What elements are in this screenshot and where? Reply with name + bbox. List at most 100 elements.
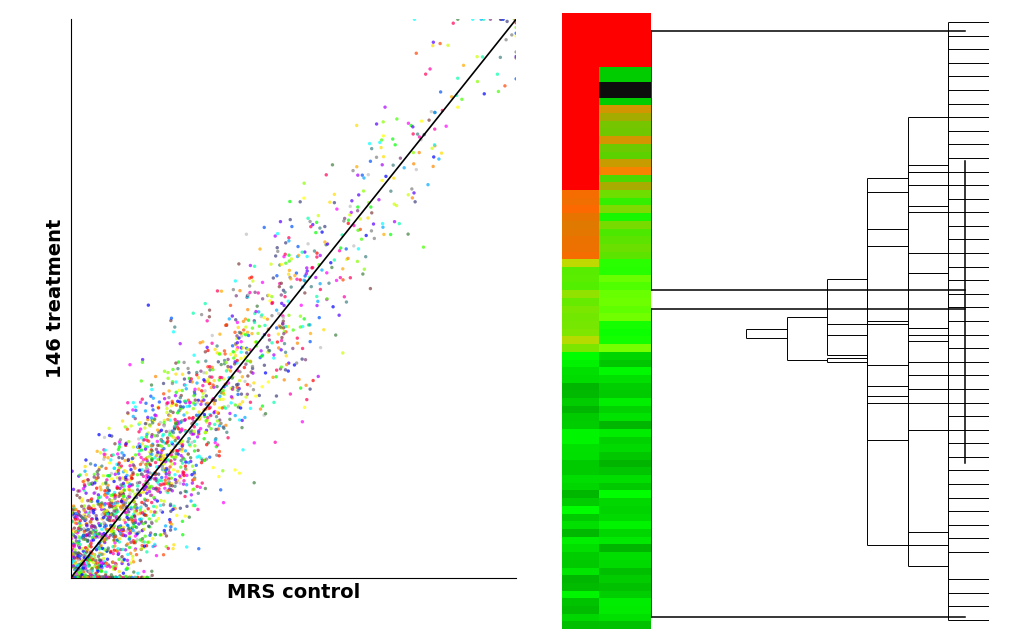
Point: [215, 422, 232, 432]
Point: [386, 140, 402, 150]
Point: [94, 530, 110, 540]
Point: [109, 483, 125, 493]
Point: [165, 465, 181, 475]
Point: [348, 120, 364, 130]
Point: [167, 524, 183, 534]
Point: [405, 159, 422, 169]
Point: [208, 407, 224, 417]
Point: [141, 521, 157, 532]
Point: [508, 14, 524, 24]
Point: [413, 116, 430, 126]
Point: [67, 572, 83, 582]
Point: [334, 230, 350, 240]
Point: [148, 411, 164, 421]
Point: [224, 341, 241, 351]
Point: [186, 426, 202, 437]
Point: [64, 555, 80, 566]
Point: [508, 14, 524, 24]
Point: [151, 469, 167, 480]
Point: [102, 501, 118, 511]
Point: [241, 315, 257, 325]
Point: [84, 572, 100, 582]
Point: [98, 559, 114, 569]
Point: [125, 567, 142, 577]
Point: [153, 455, 169, 465]
Bar: [599, 329, 650, 336]
Point: [301, 320, 317, 330]
Point: [73, 532, 89, 542]
Point: [156, 415, 172, 426]
Point: [174, 436, 190, 446]
Point: [128, 506, 145, 516]
Point: [325, 302, 341, 312]
Point: [114, 416, 130, 426]
Bar: [599, 583, 650, 591]
Point: [97, 498, 113, 508]
Point: [82, 572, 98, 582]
Point: [95, 544, 111, 554]
Point: [350, 170, 366, 180]
Point: [163, 446, 179, 456]
Point: [94, 532, 110, 542]
Point: [80, 520, 96, 530]
Point: [228, 379, 245, 390]
Point: [474, 52, 490, 62]
Point: [99, 471, 115, 481]
Point: [71, 532, 87, 542]
Point: [115, 491, 131, 501]
Point: [115, 497, 131, 507]
Point: [140, 442, 156, 452]
Point: [146, 501, 162, 512]
Point: [93, 504, 109, 514]
Point: [154, 476, 170, 486]
Point: [296, 247, 312, 257]
Point: [192, 412, 208, 422]
Point: [65, 572, 81, 582]
Point: [349, 162, 365, 172]
Point: [164, 396, 180, 406]
Point: [103, 572, 119, 582]
Point: [122, 480, 139, 490]
Point: [203, 383, 219, 393]
Point: [223, 373, 240, 383]
Point: [155, 462, 171, 473]
Point: [80, 525, 96, 535]
Point: [139, 453, 155, 463]
Point: [144, 482, 160, 492]
Point: [157, 464, 173, 474]
Point: [122, 528, 139, 538]
Point: [133, 544, 150, 555]
Point: [186, 350, 202, 360]
Point: [114, 530, 130, 540]
Bar: [599, 74, 650, 82]
Point: [503, 30, 520, 40]
Point: [207, 438, 223, 448]
Point: [163, 456, 179, 466]
Point: [83, 521, 99, 532]
Point: [508, 14, 524, 24]
Point: [89, 446, 105, 456]
Bar: [561, 467, 599, 475]
Point: [176, 476, 192, 486]
Point: [193, 366, 209, 376]
Point: [92, 492, 108, 502]
Point: [70, 514, 86, 525]
Point: [154, 473, 170, 483]
Point: [197, 386, 213, 396]
Point: [78, 525, 94, 535]
Point: [70, 560, 86, 571]
Point: [168, 369, 184, 379]
Point: [71, 523, 87, 534]
Point: [211, 394, 227, 404]
Point: [148, 474, 164, 484]
Point: [98, 534, 114, 544]
Point: [131, 465, 148, 475]
Point: [186, 467, 202, 478]
Point: [232, 415, 248, 425]
Point: [92, 572, 108, 582]
Point: [91, 572, 107, 582]
Bar: [561, 275, 599, 282]
Point: [311, 279, 328, 289]
Point: [234, 415, 250, 426]
Point: [216, 346, 233, 356]
